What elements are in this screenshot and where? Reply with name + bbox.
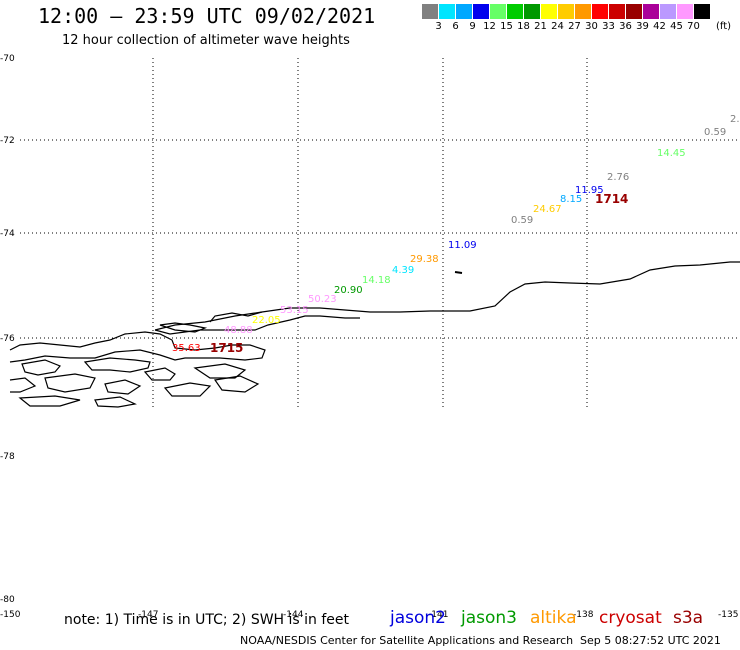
- island: [193, 363, 247, 379]
- lat-label: -80: [0, 595, 15, 605]
- scale-swatch: [456, 4, 473, 19]
- island: [143, 367, 176, 381]
- scale-label: 12: [483, 21, 496, 32]
- scale-swatch: [660, 4, 677, 19]
- swh-value: 50.23: [308, 294, 337, 305]
- lat-label: -74: [0, 229, 15, 239]
- scale-label: 3: [435, 21, 442, 32]
- island: [21, 359, 61, 376]
- swh-value: 29.38: [410, 254, 439, 265]
- swh-value: 11.09: [448, 240, 477, 251]
- mission-altika: altika: [530, 608, 577, 628]
- island: [94, 396, 137, 408]
- scale-swatch: [490, 4, 507, 19]
- coast-segment: [9, 331, 266, 363]
- scale-swatch: [439, 4, 456, 19]
- scale-label: 70: [687, 21, 700, 32]
- scale-swatch: [609, 4, 626, 19]
- coastline: [9, 261, 740, 408]
- mission-jason2: jason2: [390, 608, 446, 628]
- scale-swatch: [626, 4, 643, 19]
- swh-value: 53.15: [280, 305, 309, 316]
- island: [9, 377, 37, 393]
- scale-swatch: [541, 4, 558, 19]
- generated-timestamp: Sep 5 08:27:52 UTC 2021: [580, 634, 721, 647]
- scale-unit: (ft): [716, 21, 732, 32]
- island: [163, 382, 212, 397]
- scale-swatch: [473, 4, 490, 19]
- scale-swatch: [694, 4, 711, 19]
- scale-label: 15: [500, 21, 513, 32]
- scale-label: 27: [568, 21, 581, 32]
- pass-number: 1715: [210, 341, 243, 355]
- lon-label: -150: [0, 610, 21, 620]
- scale-swatch: [558, 4, 575, 19]
- scale-label: 42: [653, 21, 666, 32]
- lon-label: -135: [718, 610, 738, 620]
- mission-cryosat: cryosat: [599, 608, 662, 628]
- lon-label: -147: [138, 610, 158, 620]
- mission-s3a: s3a: [673, 608, 704, 628]
- footer-note: note: 1) Time is in UTC; 2) SWH is in fe…: [64, 612, 350, 628]
- scale-swatch: [643, 4, 660, 19]
- scale-label: 39: [636, 21, 649, 32]
- swh-value: 14.45: [657, 148, 686, 159]
- swh-value: 2.76: [607, 172, 629, 183]
- lon-label: -141: [428, 610, 448, 620]
- scale-swatch: [524, 4, 541, 19]
- scale-label: 45: [670, 21, 683, 32]
- island: [104, 379, 142, 395]
- swh-value: 48.88: [224, 325, 253, 336]
- scale-label: 21: [534, 21, 547, 32]
- map-title: 12:00 – 23:59 UTC 09/02/2021: [38, 4, 376, 28]
- mission-jason3: jason3: [461, 608, 517, 628]
- map-subtitle: 12 hour collection of altimeter wave hei…: [62, 33, 350, 48]
- swh-value: 4.39: [392, 265, 414, 276]
- swh-value: 0.59: [511, 215, 533, 226]
- scale-label: 33: [602, 21, 615, 32]
- scale-swatch: [422, 4, 439, 19]
- scale-label: 18: [517, 21, 530, 32]
- lat-label: -70: [0, 54, 15, 64]
- swh-value: 22.05: [252, 315, 281, 326]
- island: [83, 357, 151, 373]
- coast-segment: [209, 311, 263, 323]
- swh-value: 2.: [730, 114, 740, 125]
- scale-swatch: [592, 4, 609, 19]
- scale-label: 36: [619, 21, 632, 32]
- scale-label: 30: [585, 21, 598, 32]
- swh-value: 20.90: [334, 285, 363, 296]
- coast-segment: [159, 322, 208, 333]
- swh-value: 14.18: [362, 275, 391, 286]
- lon-label: -138: [573, 610, 594, 620]
- lat-label: -76: [0, 334, 15, 344]
- scale-label: 9: [469, 21, 476, 32]
- swh-value: 0.59: [704, 127, 726, 138]
- pass-number: 1714: [595, 192, 628, 206]
- lon-label: -144: [283, 610, 304, 620]
- scale-swatch: [677, 4, 694, 19]
- lat-label: -78: [0, 452, 15, 462]
- credit-line: NOAA/NESDIS Center for Satellite Applica…: [240, 634, 574, 647]
- swh-value: 8.15: [560, 194, 582, 205]
- island: [454, 271, 463, 274]
- swh-value: 11.95: [575, 185, 604, 196]
- ice-shelf-edge: [154, 261, 740, 331]
- graticule: [20, 58, 740, 408]
- lat-label: -72: [0, 136, 15, 146]
- color-scale: [422, 4, 711, 19]
- island: [18, 395, 81, 407]
- scale-label: 6: [452, 21, 459, 32]
- scale-swatch: [507, 4, 524, 19]
- island: [44, 373, 96, 393]
- swh-value: 24.67: [533, 204, 562, 215]
- scale-label: 24: [551, 21, 564, 32]
- island: [213, 375, 260, 393]
- swh-value: 35.63: [172, 343, 201, 354]
- scale-swatch: [575, 4, 592, 19]
